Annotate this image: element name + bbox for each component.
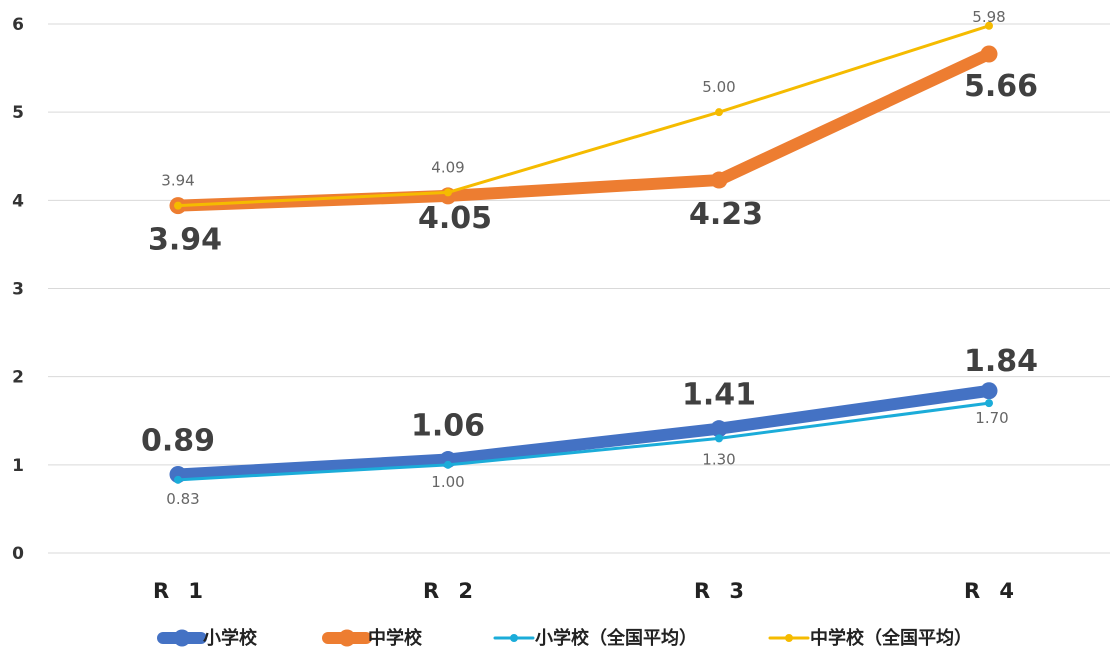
- data-label: 5.66: [964, 69, 1038, 104]
- data-point: [174, 475, 182, 484]
- data-point: [715, 108, 723, 117]
- data-point: [980, 382, 998, 400]
- legend-label: 中学校: [368, 627, 423, 649]
- y-tick-label: 0: [12, 544, 24, 564]
- data-label: 3.94: [148, 223, 222, 258]
- y-tick-label: 3: [12, 280, 24, 300]
- data-label: 4.09: [431, 158, 464, 176]
- legend-swatch-marker: [338, 629, 356, 647]
- data-point: [980, 45, 998, 63]
- x-tick-label: R 3: [694, 579, 750, 603]
- legend-label: 小学校: [203, 627, 258, 649]
- series-lines: [169, 21, 998, 484]
- data-point: [710, 171, 728, 189]
- y-axis-ticks: 0 1 2 3 4 5 6: [12, 15, 24, 564]
- series-line-3: [176, 401, 991, 482]
- x-tick-label: R 4: [964, 579, 1020, 603]
- data-label: 1.41: [682, 378, 756, 413]
- data-label: 3.94: [161, 172, 194, 190]
- x-tick-label: R 1: [153, 579, 209, 603]
- data-label: 4.05: [418, 201, 492, 236]
- data-label: 0.83: [166, 490, 199, 508]
- y-tick-label: 6: [12, 15, 24, 35]
- legend-swatch-marker: [173, 629, 191, 647]
- y-tick-label: 1: [12, 456, 24, 476]
- data-label: 1.70: [975, 409, 1008, 427]
- data-point: [985, 21, 993, 30]
- data-point: [715, 434, 723, 443]
- legend-swatch-marker: [510, 634, 518, 642]
- data-labels: 0.89 1.06 1.41 1.84 3.94 4.05 4.23 5.66 0.83 1.00…: [141, 8, 1038, 508]
- series-line-4: [176, 24, 991, 208]
- legend-label: 中学校（全国平均）: [810, 627, 972, 649]
- x-axis-ticks: R 1 R 2 R 3 R 4: [153, 579, 1020, 603]
- data-label: 1.84: [964, 344, 1038, 379]
- y-tick-label: 5: [12, 103, 24, 123]
- data-point: [444, 460, 452, 469]
- data-point: [985, 399, 993, 408]
- legend-swatch-marker: [785, 634, 793, 642]
- data-label: 0.89: [141, 424, 215, 459]
- data-label: 5.98: [972, 8, 1005, 26]
- data-point: [710, 420, 728, 438]
- x-tick-label: R 2: [423, 579, 479, 603]
- data-point: [174, 201, 182, 210]
- data-label: 4.23: [689, 197, 763, 232]
- series-line-2: [172, 47, 995, 212]
- legend-item: 中学校: [322, 627, 423, 649]
- legend: 小学校 中学校 小学校（全国平均） 中学校（全国平均）: [157, 627, 972, 649]
- data-point: [444, 188, 452, 197]
- legend-label: 小学校（全国平均）: [535, 627, 697, 649]
- data-label: 5.00: [702, 78, 735, 96]
- data-label: 1.00: [431, 473, 464, 491]
- data-label: 1.30: [702, 450, 735, 468]
- legend-item: 中学校（全国平均）: [768, 627, 972, 649]
- series-line-1: [172, 384, 995, 481]
- y-tick-label: 2: [12, 368, 24, 388]
- y-tick-label: 4: [12, 191, 24, 211]
- legend-item: 小学校（全国平均）: [493, 627, 697, 649]
- data-label: 1.06: [411, 409, 485, 444]
- legend-item: 小学校: [157, 627, 258, 649]
